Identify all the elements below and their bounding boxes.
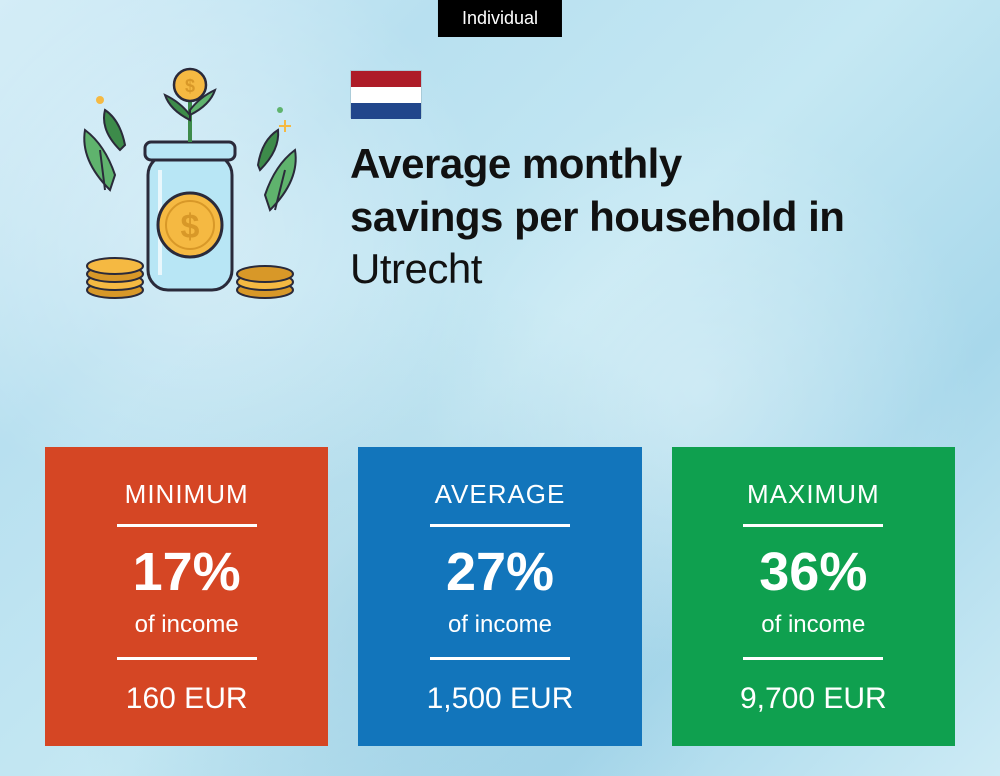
category-badge: Individual [438, 0, 562, 37]
netherlands-flag-icon [350, 70, 422, 118]
card-amount: 9,700 EUR [740, 682, 887, 716]
svg-text:$: $ [181, 208, 200, 246]
card-label: MAXIMUM [747, 479, 880, 510]
card-percent: 17% [133, 545, 241, 599]
card-label: MINIMUM [125, 479, 249, 510]
card-amount: 1,500 EUR [427, 682, 574, 716]
card-average: AVERAGE 27% of income 1,500 EUR [358, 447, 641, 746]
page-title: Average monthly savings per household in… [350, 138, 940, 296]
flag-stripe-red [351, 71, 421, 87]
card-subtext: of income [448, 611, 552, 639]
divider [117, 524, 257, 527]
svg-text:$: $ [185, 76, 195, 96]
card-percent: 36% [759, 545, 867, 599]
card-minimum: MINIMUM 17% of income 160 EUR [45, 447, 328, 746]
divider [117, 657, 257, 660]
card-subtext: of income [135, 611, 239, 639]
divider [743, 657, 883, 660]
card-percent: 27% [446, 545, 554, 599]
card-maximum: MAXIMUM 36% of income 9,700 EUR [672, 447, 955, 746]
header-section: $ $ Average monthly savings per househol… [60, 60, 940, 320]
card-subtext: of income [761, 611, 865, 639]
card-label: AVERAGE [435, 479, 566, 510]
card-amount: 160 EUR [126, 682, 248, 716]
flag-stripe-white [351, 87, 421, 103]
title-line-1: Average monthly [350, 140, 682, 187]
title-line-2: savings per household in [350, 193, 844, 240]
stat-cards-row: MINIMUM 17% of income 160 EUR AVERAGE 27… [45, 447, 955, 746]
divider [430, 657, 570, 660]
flag-stripe-blue [351, 103, 421, 119]
divider [430, 524, 570, 527]
title-city: Utrecht [350, 245, 482, 292]
title-block: Average monthly savings per household in… [350, 60, 940, 296]
savings-illustration: $ $ [60, 60, 320, 320]
divider [743, 524, 883, 527]
